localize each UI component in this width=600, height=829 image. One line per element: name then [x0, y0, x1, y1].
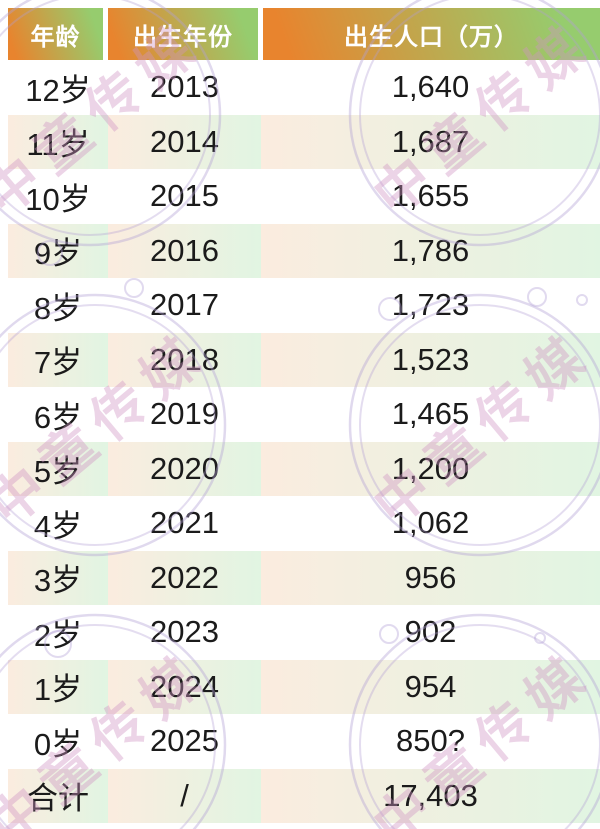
- population-cell: 17,403: [261, 768, 600, 823]
- table-row: 1岁 2024 954: [8, 659, 600, 714]
- age-cell: 5岁: [8, 441, 108, 496]
- population-cell: 902: [404, 614, 457, 650]
- birth-year-cell: 2017: [150, 287, 219, 323]
- birth-year-cell: 2013: [150, 69, 219, 105]
- population-cell: 1,465: [391, 396, 470, 432]
- table-row: 0岁 2025 850?: [8, 714, 600, 769]
- age-cell: 7岁: [8, 332, 108, 387]
- age-cell: 9岁: [8, 223, 108, 278]
- table-row: 3岁 2022 956: [8, 550, 600, 605]
- table-row: 9岁 2016 1,786: [8, 223, 600, 278]
- header-cell-age: 年龄: [8, 8, 103, 60]
- age-cell: 8岁: [33, 290, 83, 326]
- population-cell: 1,523: [261, 332, 600, 387]
- table-body: 12岁 2013 1,640 11岁 2014 1,687 10岁 2015 1…: [0, 60, 600, 823]
- population-cell: 850?: [396, 723, 465, 759]
- birth-stats-table: 年龄 出生年份 出生人口（万） 12岁 2013 1,640 11岁 2014 …: [0, 8, 600, 823]
- age-cell: 10岁: [25, 181, 91, 217]
- age-cell: 2岁: [33, 617, 83, 653]
- age-cell: 1岁: [8, 659, 108, 714]
- header-cell-birth-year: 出生年份: [108, 8, 258, 60]
- header-cell-population: 出生人口（万）: [263, 8, 600, 60]
- birth-year-cell: 2023: [150, 614, 219, 650]
- age-cell: 11岁: [8, 114, 108, 169]
- birth-year-cell: 2021: [150, 505, 219, 541]
- population-cell: 954: [261, 659, 600, 714]
- population-cell: 1,655: [391, 178, 470, 214]
- population-cell: 1,062: [391, 505, 470, 541]
- table-row: 5岁 2020 1,200: [8, 441, 600, 496]
- table-row: 10岁 2015 1,655: [8, 169, 600, 224]
- age-cell: 0岁: [33, 726, 83, 762]
- population-cell: 1,200: [261, 441, 600, 496]
- table-row: 8岁 2017 1,723: [8, 278, 600, 333]
- birth-year-cell: /: [108, 768, 261, 823]
- birth-year-cell: 2016: [108, 223, 261, 278]
- population-cell: 1,640: [391, 69, 470, 105]
- birth-year-cell: 2019: [150, 396, 219, 432]
- population-cell: 1,786: [261, 223, 600, 278]
- birth-year-cell: 2022: [108, 550, 261, 605]
- table-row: 2岁 2023 902: [8, 605, 600, 660]
- birth-year-cell: 2018: [108, 332, 261, 387]
- birth-year-cell: 2020: [108, 441, 261, 496]
- birth-year-cell: 2015: [150, 178, 219, 214]
- table-row: 11岁 2014 1,687: [8, 114, 600, 169]
- table-row: 4岁 2021 1,062: [8, 496, 600, 551]
- birth-year-cell: 2014: [108, 114, 261, 169]
- population-cell: 956: [261, 550, 600, 605]
- table-row: 12岁 2013 1,640: [8, 60, 600, 115]
- age-cell: 3岁: [8, 550, 108, 605]
- population-cell: 1,723: [391, 287, 470, 323]
- table-header-row: 年龄 出生年份 出生人口（万）: [8, 8, 600, 60]
- table-row: 合计 / 17,403: [8, 768, 600, 823]
- birth-year-cell: 2024: [108, 659, 261, 714]
- age-cell: 4岁: [33, 508, 83, 544]
- table-row: 6岁 2019 1,465: [8, 387, 600, 442]
- population-cell: 1,687: [261, 114, 600, 169]
- birth-year-cell: 2025: [150, 723, 219, 759]
- age-cell: 6岁: [33, 399, 83, 435]
- age-cell: 合计: [8, 768, 108, 823]
- age-cell: 12岁: [25, 72, 91, 108]
- table-row: 7岁 2018 1,523: [8, 332, 600, 387]
